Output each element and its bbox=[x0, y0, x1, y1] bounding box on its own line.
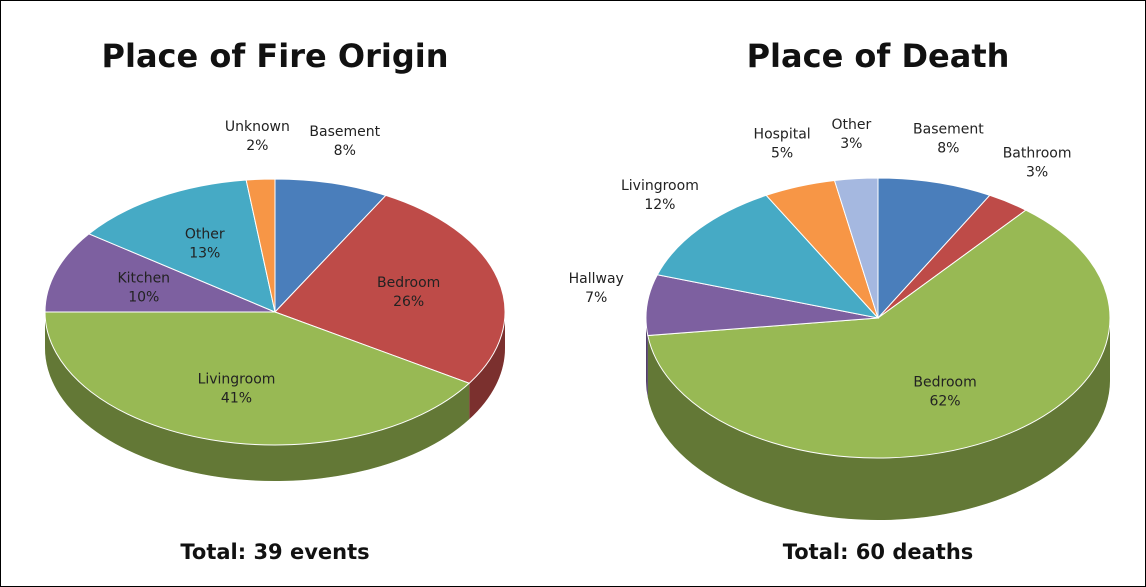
pie-slice bbox=[44, 233, 276, 313]
slice-label: Bathroom bbox=[1003, 146, 1072, 162]
slice-value-label: 62% bbox=[929, 394, 960, 410]
pie-slice bbox=[44, 311, 471, 446]
pie-side bbox=[44, 312, 470, 482]
pie-slice bbox=[877, 177, 991, 320]
pie-side bbox=[469, 312, 505, 420]
slice-value-label: 13% bbox=[189, 245, 220, 261]
chart-total: Total: 39 events bbox=[180, 540, 369, 564]
slice-label: Bedroom bbox=[913, 375, 976, 391]
slice-value-label: 10% bbox=[128, 289, 159, 305]
pie-side bbox=[647, 318, 1110, 521]
slice-value-label: 3% bbox=[840, 136, 862, 152]
pie-side-shade bbox=[469, 312, 505, 420]
pie-slice bbox=[833, 177, 879, 319]
slice-value-label: 2% bbox=[246, 138, 268, 154]
pie-side-shade bbox=[646, 318, 648, 398]
pie-slice bbox=[645, 274, 879, 337]
slice-label: Bedroom bbox=[377, 275, 440, 291]
chart-title: Place of Fire Origin bbox=[102, 37, 449, 75]
slice-label: Kitchen bbox=[117, 270, 170, 286]
slice-value-label: 5% bbox=[771, 145, 793, 161]
pie-slice bbox=[656, 194, 880, 319]
pie-slice bbox=[274, 178, 387, 314]
slice-value-label: 7% bbox=[585, 290, 607, 306]
pie-slice bbox=[87, 179, 276, 313]
slice-label: Livingroom bbox=[198, 372, 276, 388]
slice-label: Unknown bbox=[225, 119, 290, 135]
slice-value-label: 8% bbox=[937, 141, 959, 157]
pie-slice bbox=[274, 194, 506, 384]
pie-side-shade bbox=[44, 312, 470, 482]
slice-value-label: 12% bbox=[644, 197, 675, 213]
slice-label: Basement bbox=[913, 122, 984, 138]
pie-slice bbox=[647, 209, 1111, 459]
pie-side bbox=[646, 318, 648, 398]
slice-value-label: 3% bbox=[1026, 165, 1048, 181]
slice-label: Other bbox=[831, 117, 871, 133]
slice-label: Livingroom bbox=[621, 178, 699, 194]
slice-label: Hallway bbox=[569, 271, 624, 287]
slice-value-label: 26% bbox=[393, 294, 424, 310]
chart-title: Place of Death bbox=[747, 37, 1010, 75]
slice-label: Other bbox=[185, 226, 225, 242]
slice-value-label: 8% bbox=[334, 143, 356, 159]
slice-value-label: 41% bbox=[221, 391, 252, 407]
chart-total: Total: 60 deaths bbox=[783, 540, 974, 564]
slice-label: Basement bbox=[309, 124, 380, 140]
pie-side-shade bbox=[647, 318, 1110, 521]
pie-slice bbox=[245, 178, 276, 313]
slice-label: Hospital bbox=[754, 126, 811, 142]
